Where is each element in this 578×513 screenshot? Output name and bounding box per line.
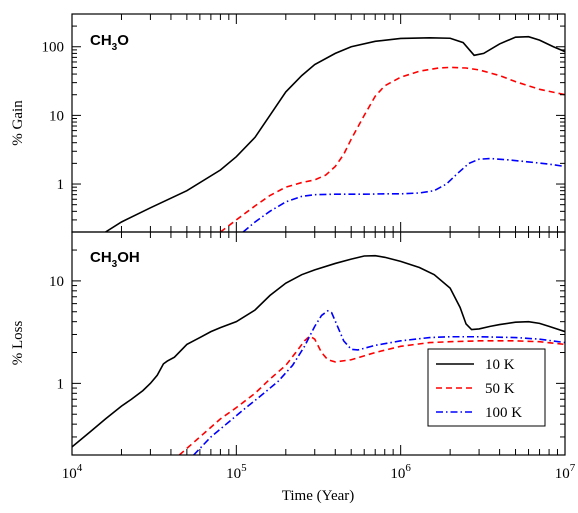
top-y-axis-title: % Gain	[10, 100, 26, 146]
bottom-series-10k	[72, 254, 565, 448]
top-series-50k	[219, 66, 565, 232]
top-y-tick-label: 10	[49, 108, 64, 124]
bottom-series-50k	[178, 334, 565, 455]
x-tick-labels: 104 105 106 107	[62, 462, 576, 482]
top-panel-frame	[71, 13, 566, 233]
legend-label-100k: 100 K	[485, 405, 522, 421]
bottom-series-100k	[193, 309, 565, 455]
y-tick-labels: 1 10 100 1 10	[42, 40, 65, 393]
top-series-10k	[105, 35, 565, 232]
bottom-panel-title: CH3OH	[90, 249, 140, 270]
bottom-y-tick-label: 10	[49, 274, 64, 290]
legend-label-10k: 10 K	[485, 357, 515, 373]
x-tick-label: 106	[390, 462, 411, 482]
x-tick-label: 107	[555, 462, 576, 482]
legend-label-50k: 50 K	[485, 381, 515, 397]
bottom-y-axis-title: % Loss	[10, 321, 26, 366]
x-tick-label: 105	[226, 462, 247, 482]
x-tick-label: 104	[62, 462, 83, 482]
bottom-panel-series	[72, 254, 565, 455]
axis-ticks	[71, 13, 566, 456]
x-axis-title: Time (Year)	[282, 488, 355, 504]
top-series-100k	[242, 157, 565, 232]
legend: 10 K 50 K 100 K	[427, 348, 546, 427]
bottom-panel-frame	[71, 231, 566, 456]
top-y-tick-label: 100	[42, 40, 65, 56]
bottom-y-tick-label: 1	[57, 376, 65, 392]
top-panel-title: CH3O	[90, 32, 129, 53]
top-y-tick-label: 1	[57, 177, 65, 193]
top-panel-series	[105, 35, 565, 232]
